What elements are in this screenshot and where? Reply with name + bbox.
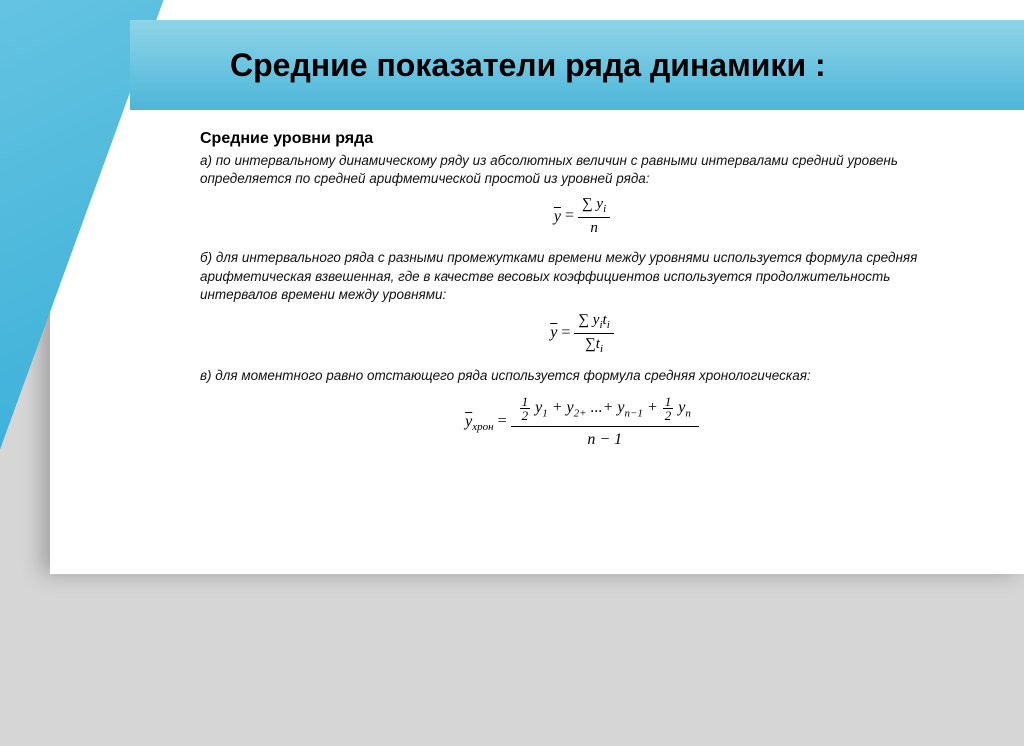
- f3-half2-d: 2: [663, 409, 674, 422]
- formula-3-eq: =: [498, 413, 507, 430]
- formula-2-den1-sub: i: [600, 343, 603, 355]
- formula-2: y = ∑ yiti ∑ti: [200, 312, 964, 355]
- formula-1-num-sub: i: [603, 203, 606, 215]
- formula-2-eq: =: [561, 324, 570, 341]
- f3-term3: y: [617, 399, 624, 416]
- f3-term2: y: [567, 399, 574, 416]
- paragraph-b: б) для интервального ряда с разными пром…: [200, 249, 964, 304]
- formula-1-eq: =: [565, 208, 574, 225]
- formula-1-den: n: [586, 218, 602, 237]
- f3-term4-sub: n: [685, 408, 691, 420]
- paragraph-c: в) для моментного равно отстающего ряда …: [200, 367, 964, 385]
- formula-1-num: ∑ y: [582, 196, 603, 212]
- formula-2-num1: ∑ y: [578, 312, 599, 328]
- f3-term1-sub: 1: [542, 408, 548, 420]
- formula-2-den1: ∑t: [585, 336, 600, 352]
- subtitle: Средние уровни ряда: [200, 130, 964, 148]
- paragraph-a: а) по интервальному динамическому ряду и…: [200, 152, 964, 188]
- formula-2-lhs: y: [550, 324, 557, 342]
- f3-plus1: +: [552, 399, 567, 416]
- slide-title: Средние показатели ряда динамики :: [230, 47, 826, 84]
- formula-2-num2-sub: i: [607, 319, 610, 331]
- f3-term2-sub: 2+: [574, 408, 587, 420]
- f3-den: n − 1: [579, 427, 630, 451]
- formula-1: y = ∑ yi n: [200, 196, 964, 237]
- formula-1-lhs: y: [554, 208, 561, 226]
- f3-dots: ...+: [591, 399, 614, 416]
- formula-3: yхрон = 12 y1 + y2+ ...+ yn−1 + 12 yn n …: [200, 393, 964, 451]
- f3-half1-n: 1: [520, 395, 531, 409]
- f3-half2-n: 1: [663, 395, 674, 409]
- f3-half1-d: 2: [520, 409, 531, 422]
- f3-plus2: +: [647, 399, 658, 416]
- title-band: Средние показатели ряда динамики :: [130, 20, 1024, 110]
- formula-3-lhs-sub: хрон: [472, 421, 493, 433]
- content-area: Средние уровни ряда а) по интервальному …: [200, 130, 964, 463]
- slide: Средние показатели ряда динамики : Средн…: [50, 0, 1024, 574]
- f3-term3-sub: n−1: [625, 408, 643, 420]
